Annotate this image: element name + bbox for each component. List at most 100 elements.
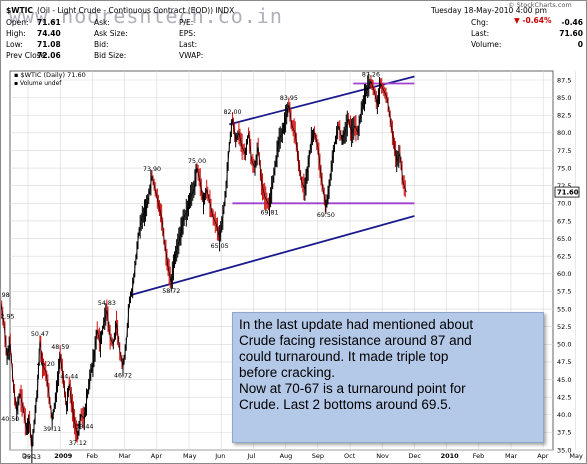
y-tick-label: 70.0: [557, 200, 571, 208]
annotation-line: In the last update had mentioned about: [239, 317, 474, 332]
quote-key: Chg:: [471, 18, 489, 27]
y-tick-label: 80.0: [557, 129, 571, 137]
price-label: 69.50: [317, 212, 335, 219]
price-label: 40.50: [1, 416, 19, 423]
x-tick-label: 2009: [54, 452, 73, 460]
y-tick-label: 40.0: [557, 411, 571, 419]
legend-volume: ▪ Volume undef: [14, 80, 62, 87]
y-tick-label: 45.0: [557, 376, 571, 384]
x-tick-label: Feb: [473, 452, 485, 460]
quote-value: 71.08: [37, 40, 61, 49]
price-label: 87.26: [362, 72, 380, 79]
x-tick-label: Aug: [280, 452, 293, 460]
quote-key: Bid Size:: [94, 51, 127, 60]
y-tick-label: 62.5: [557, 252, 571, 260]
instrument-name: (Oil - Light Crude - Continuous Contract…: [37, 6, 235, 15]
date-time: Tuesday 18-May-2010 4:00 pm: [431, 6, 547, 15]
quote-value: 71.61: [37, 18, 61, 27]
x-tick-label: Apr: [537, 452, 549, 460]
quote-key: Ask Size:: [94, 29, 128, 38]
price-label: 58.72: [162, 288, 180, 295]
quote-value: 74.40: [37, 29, 61, 38]
quote-key: Ask:: [94, 18, 110, 27]
change-percent: ▼ -0.64%: [514, 16, 552, 25]
last-value-label: 71.60: [557, 189, 579, 197]
last-value-tag: [554, 186, 580, 198]
quote-key: VWAP:: [179, 51, 204, 60]
annotation-box: In the last update had mentioned about C…: [232, 312, 544, 443]
y-tick-label: 35.0: [557, 446, 571, 454]
price-label: 50.47: [31, 331, 49, 338]
y-tick-label: 67.5: [557, 217, 571, 225]
y-tick-label: 57.5: [557, 288, 571, 296]
quote-key: Last:: [471, 29, 490, 38]
price-label: 65.05: [211, 243, 229, 250]
price-label: 44.44: [60, 373, 78, 380]
price-label: 75.00: [188, 158, 206, 165]
price-label: 54.83: [98, 300, 116, 307]
quote-key: Last:: [179, 40, 198, 49]
y-tick-label: 72.5: [557, 182, 571, 190]
quote-key: Bid:: [94, 40, 109, 49]
y-tick-label: 47.5: [557, 358, 571, 366]
annotation-line: before cracking.: [239, 365, 336, 380]
price-label: 35.13: [23, 454, 41, 461]
annotation-line: Crude facing resistance around 87 and: [239, 333, 472, 348]
x-tick-label: Jul: [246, 452, 255, 460]
y-tick-label: 85.0: [557, 94, 571, 102]
trendline: [229, 75, 415, 126]
y-tick-label: 60.0: [557, 270, 571, 278]
x-tick-label: May: [569, 452, 583, 460]
price-label: 52.95: [1, 313, 14, 320]
price-label: 39.44: [75, 424, 93, 431]
y-tick-label: 75.0: [557, 164, 571, 172]
legend-price: ▪ $WTIC (Daily) 71.60: [14, 71, 86, 79]
quote-key: Low:: [6, 40, 23, 49]
y-tick-label: 87.5: [557, 76, 571, 84]
price-label: 69.81: [261, 210, 279, 217]
x-tick-label: Oct: [344, 452, 356, 460]
quote-key: Prev Close:: [6, 51, 48, 60]
x-tick-label: Sep: [312, 452, 324, 460]
y-tick-label: 55.0: [557, 305, 571, 313]
x-tick-label: Dec: [408, 452, 421, 460]
quote-value: 71.60: [559, 29, 583, 38]
quote-key: EPS:: [179, 29, 196, 38]
quote-key: High:: [6, 29, 26, 38]
y-tick-label: 52.5: [557, 323, 571, 331]
price-label: 46.72: [114, 372, 132, 379]
symbol-label: $WTIC: [6, 6, 33, 15]
price-label: 46.20: [37, 361, 55, 368]
price-line: [1, 80, 407, 450]
x-tick-label: Mar: [119, 452, 132, 460]
y-tick-label: 37.5: [557, 429, 571, 437]
price-label: 37.12: [69, 440, 87, 447]
quote-value: 0: [577, 40, 583, 49]
x-tick-label: 2010: [441, 452, 460, 460]
x-tick-label: Dec: [22, 452, 35, 460]
price-label: 73.90: [143, 166, 161, 173]
y-tick-label: 42.5: [557, 393, 571, 401]
price-label: 48.59: [51, 344, 69, 351]
quote-value: -0.46: [561, 18, 583, 27]
annotation-line: could turnaround. It made triple top: [239, 349, 449, 364]
annotation-line: Crude. Last 2 bottoms around 69.5.: [239, 397, 452, 412]
watermark-text: www.nooresntech.co.in: [9, 4, 283, 28]
y-tick-label: 65.0: [557, 235, 571, 243]
x-tick-label: Feb: [86, 452, 98, 460]
quote-key: Volume:: [471, 40, 502, 49]
y-tick-label: 50.0: [557, 341, 571, 349]
y-tick-label: 82.5: [557, 112, 571, 120]
quote-value: 72.06: [37, 51, 61, 60]
x-tick-label: May: [183, 452, 197, 460]
price-label: 83.95: [280, 95, 298, 102]
x-tick-label: Apr: [151, 452, 163, 460]
price-label: 82.00: [223, 109, 241, 116]
quote-key: Open:: [6, 18, 29, 27]
trendline: [130, 215, 415, 296]
x-tick-label: Nov: [376, 452, 389, 460]
annotation-line: Now at 70-67 is a turnaround point for: [239, 381, 466, 396]
x-tick-label: Jun: [214, 452, 225, 460]
